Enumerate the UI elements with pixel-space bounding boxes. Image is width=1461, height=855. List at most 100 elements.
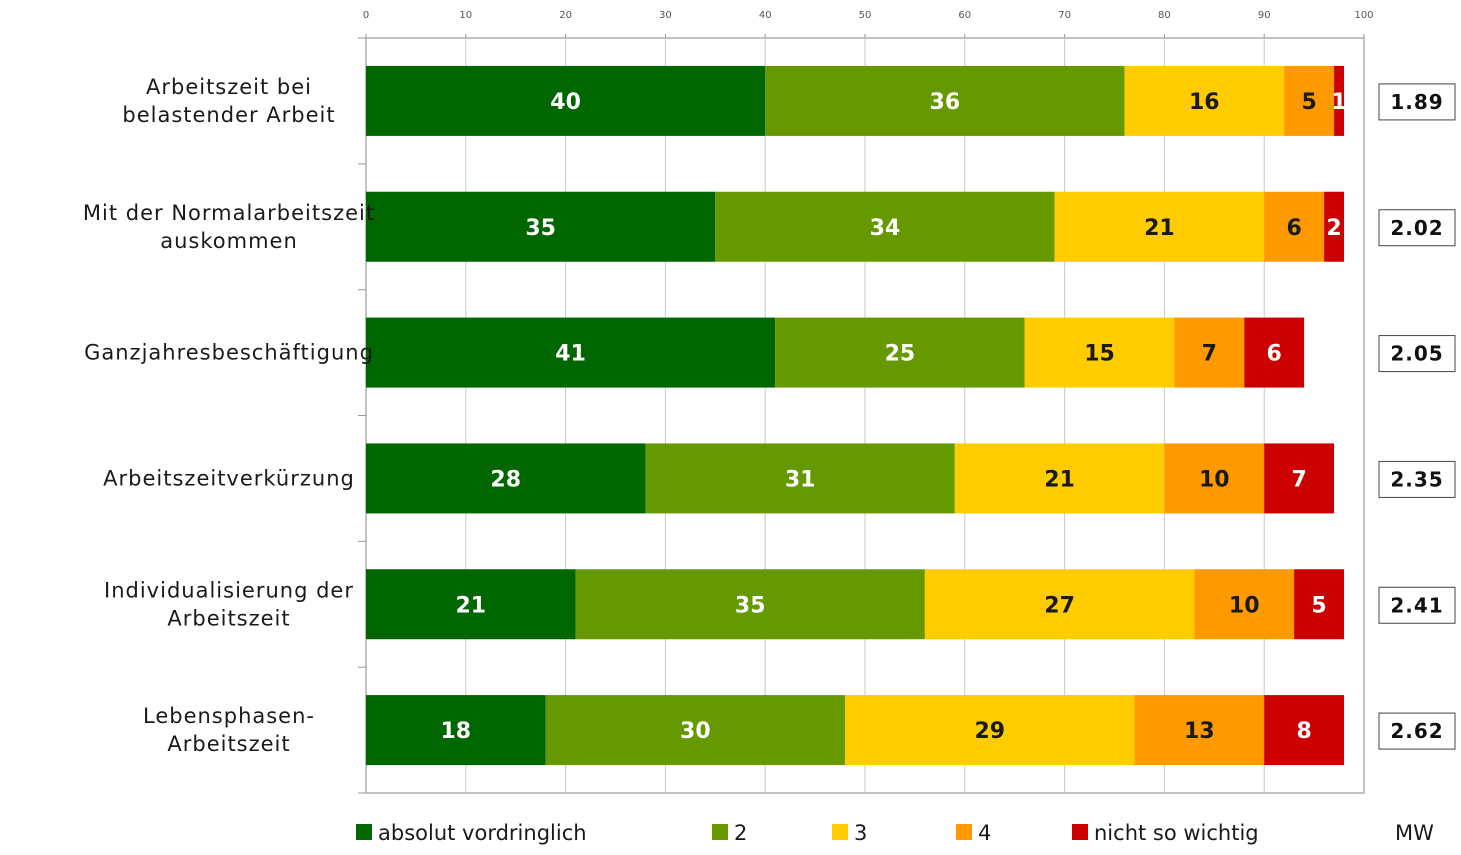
category-label: Arbeitszeitverkürzung — [103, 466, 355, 490]
x-tick-label: 100 — [1354, 10, 1373, 21]
data-label: 29 — [974, 719, 1005, 744]
mw-box — [1378, 209, 1456, 247]
legend-label: 3 — [854, 821, 867, 845]
bar-segment — [1124, 65, 1285, 136]
mw-box — [1378, 460, 1456, 498]
category-label: Ganzjahresbeschäftigung — [84, 341, 374, 365]
x-tick-label: 50 — [859, 10, 872, 21]
x-tick-label: 80 — [1158, 10, 1171, 21]
x-tick-label: 40 — [759, 10, 772, 21]
legend-swatch — [356, 824, 372, 840]
bar-segment — [366, 317, 776, 388]
bar-segment — [1054, 191, 1265, 262]
bar-segment — [1024, 317, 1175, 388]
mw-value: 2.05 — [1390, 342, 1443, 366]
legend-label: 2 — [734, 821, 747, 845]
mw-value: 2.62 — [1390, 719, 1443, 743]
data-label: 7 — [1202, 342, 1217, 367]
data-label: 35 — [735, 593, 766, 618]
category-label: Arbeitszeit bei — [146, 75, 312, 99]
legend-swatch — [1072, 824, 1088, 840]
bar-segment — [1334, 65, 1345, 136]
x-tick-label: 30 — [659, 10, 672, 21]
data-label: 40 — [550, 90, 581, 115]
data-label: 10 — [1199, 467, 1230, 492]
data-label: 13 — [1184, 719, 1215, 744]
bar-segment — [715, 191, 1055, 262]
mw-legend-label: MW — [1395, 821, 1434, 845]
bar-segment — [366, 443, 646, 514]
data-label: 21 — [1044, 467, 1075, 492]
mw-value: 2.02 — [1390, 216, 1443, 240]
bar-segment — [545, 695, 846, 766]
bar-segment — [1244, 317, 1305, 388]
bar-segment — [645, 443, 955, 514]
x-tick-label: 60 — [958, 10, 971, 21]
mw-box — [1378, 586, 1456, 624]
data-label: 16 — [1189, 90, 1220, 115]
bar-segment — [1294, 569, 1345, 640]
data-label: 10 — [1229, 593, 1260, 618]
x-tick-label: 90 — [1258, 10, 1271, 21]
x-tick-label: 0 — [363, 10, 369, 21]
bar-segment — [366, 695, 546, 766]
category-label: Individualisierung der — [104, 578, 354, 602]
category-label: Mit der Normalarbeitszeit — [83, 201, 375, 225]
data-label: 8 — [1296, 719, 1311, 744]
data-label: 35 — [525, 216, 556, 241]
bar-segment — [366, 65, 766, 136]
data-label: 7 — [1291, 467, 1306, 492]
bar-segment — [366, 191, 716, 262]
data-label: 5 — [1301, 90, 1316, 115]
bar-segment — [1164, 443, 1265, 514]
data-label: 6 — [1286, 216, 1301, 241]
data-label: 30 — [680, 719, 711, 744]
x-tick-label: 20 — [559, 10, 572, 21]
bar-segment — [924, 569, 1195, 640]
mw-box — [1378, 712, 1456, 750]
data-label: 1 — [1331, 90, 1346, 115]
legend-swatch — [956, 824, 972, 840]
data-label: 21 — [1144, 216, 1175, 241]
bar-segment — [765, 65, 1125, 136]
bar-segment — [1194, 569, 1295, 640]
data-label: 41 — [555, 342, 586, 367]
data-label: 36 — [930, 90, 961, 115]
data-label: 18 — [441, 719, 472, 744]
category-label: Arbeitszeit — [167, 606, 290, 630]
bar-segment — [775, 317, 1025, 388]
legend-label: 4 — [978, 821, 991, 845]
data-label: 21 — [455, 593, 486, 618]
bar-segment — [575, 569, 925, 640]
bar-segment — [1324, 191, 1345, 262]
bar-segment — [954, 443, 1165, 514]
legend-swatch — [832, 824, 848, 840]
data-label: 15 — [1084, 342, 1115, 367]
bar-segment — [1264, 191, 1325, 262]
bar-segment — [366, 569, 576, 640]
mw-box — [1378, 335, 1456, 373]
data-label: 6 — [1267, 342, 1282, 367]
bar-segment — [845, 695, 1135, 766]
mw-value: 1.89 — [1390, 90, 1443, 114]
category-label: belastender Arbeit — [122, 103, 335, 127]
data-label: 28 — [490, 467, 521, 492]
mw-value: 2.35 — [1390, 467, 1443, 491]
x-tick-label: 70 — [1058, 10, 1071, 21]
bar-segment — [1174, 317, 1245, 388]
data-label: 5 — [1311, 593, 1326, 618]
data-label: 34 — [870, 216, 901, 241]
data-label: 31 — [785, 467, 816, 492]
legend-label: nicht so wichtig — [1094, 821, 1259, 845]
category-label: auskommen — [160, 229, 298, 253]
bar-segment — [1134, 695, 1265, 766]
bar-segment — [1264, 695, 1345, 766]
legend-swatch — [712, 824, 728, 840]
bar-segment — [1264, 443, 1335, 514]
mw-value: 2.41 — [1390, 593, 1443, 617]
category-label: Lebensphasen- — [143, 704, 315, 728]
category-label: Arbeitszeit — [167, 732, 290, 756]
x-tick-label: 10 — [459, 10, 472, 21]
bar-segment — [1284, 65, 1335, 136]
